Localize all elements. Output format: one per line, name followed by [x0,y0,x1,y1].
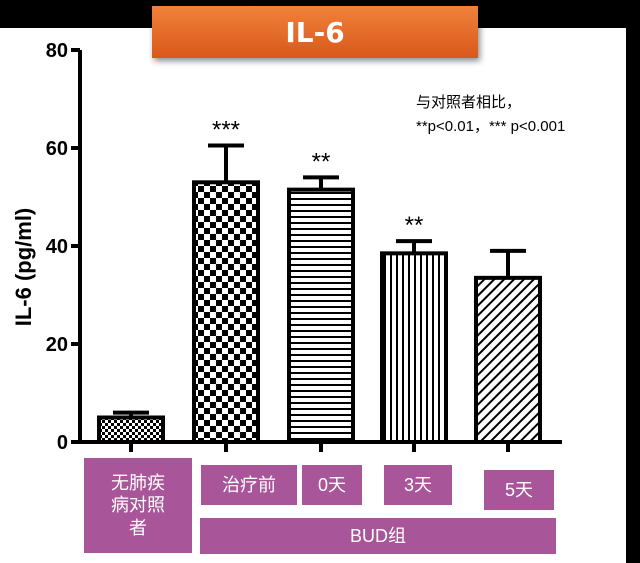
y-tick-label: 60 [46,138,68,160]
y-tick-label: 20 [46,334,68,356]
group-label-bud: BUD组 [200,518,556,554]
significance-stars: *** [212,117,240,144]
significance-stars: ** [405,212,424,239]
x-category-label: 3天 [384,465,452,505]
y-tick-label: 0 [57,432,68,454]
bar [97,415,165,444]
significance-note-line1: 与对照者相比， [416,94,522,111]
bar [287,187,355,444]
x-category-label: 无肺疾 病对照 者 [84,458,192,553]
bar [380,251,448,444]
x-category-label: 5天 [484,470,554,510]
x-category-label: 治疗前 [201,465,297,505]
y-tick-label: 40 [46,236,68,258]
chart-title: IL-6 [152,6,478,58]
y-tick-label: 80 [46,40,68,62]
bar [474,275,542,444]
x-category-label: 0天 [302,465,362,505]
significance-note-line2: **p<0.01，*** p<0.001 [416,118,566,135]
significance-stars: ** [312,148,331,175]
bar [192,180,260,445]
